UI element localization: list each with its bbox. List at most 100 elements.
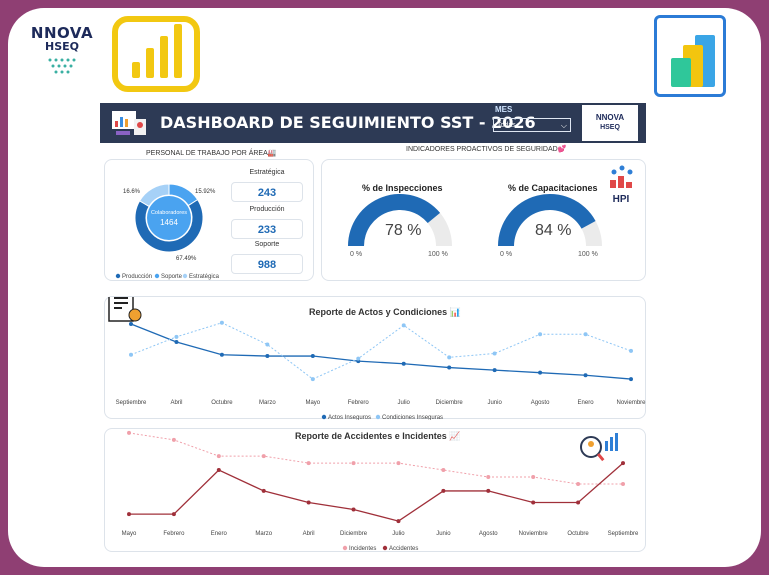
x-tick-label: Julio xyxy=(398,400,411,406)
series-point xyxy=(265,342,270,347)
donut-slices xyxy=(134,183,204,253)
series-point xyxy=(216,454,221,459)
donut-center-value: 1464 xyxy=(160,218,178,227)
series-point xyxy=(351,507,356,512)
x-tick-label: Febrero xyxy=(163,531,185,537)
donut-center xyxy=(147,196,191,240)
series-line-0 xyxy=(130,323,632,380)
series-point xyxy=(127,430,131,435)
series-line-1 xyxy=(130,322,632,380)
series-point xyxy=(492,368,497,373)
nnova-hseq-logo: NNOVA HSEQ xyxy=(24,24,100,82)
series-point xyxy=(538,332,543,337)
series-point xyxy=(129,352,133,357)
x-tick-label: Febrero xyxy=(348,400,370,406)
actos-chart-title: Reporte de Actos y Condiciones 📊 xyxy=(309,307,461,317)
month-filter-label: MES xyxy=(495,105,513,114)
series-point xyxy=(127,512,131,517)
series-point xyxy=(396,519,401,524)
kpi-label-estrategica: Estratégica xyxy=(249,169,285,176)
legend-soporte: Soporte xyxy=(161,274,183,280)
logo-text-hseq: HSEQ xyxy=(45,40,79,53)
series-point xyxy=(629,377,633,382)
chevron-down-icon: ⌵ xyxy=(560,121,567,130)
series-point xyxy=(265,354,270,359)
legend-condiciones-inseguras: Condiciones Inseguras xyxy=(382,415,443,420)
series-point xyxy=(351,461,356,466)
analytics-person-icon xyxy=(580,433,618,462)
series-point xyxy=(486,475,491,479)
gauge-min-capacitaciones: 0 % xyxy=(500,251,513,258)
donut-label-produccion: 67.49% xyxy=(176,256,197,262)
series-point xyxy=(310,354,315,359)
pbi-bar-4 xyxy=(174,24,182,78)
document-chart-icon xyxy=(108,297,142,322)
series-point xyxy=(396,461,401,466)
series-point xyxy=(216,468,221,473)
series-point xyxy=(174,339,179,344)
series-point xyxy=(576,500,581,505)
x-tick-label: Enero xyxy=(211,531,228,537)
hpi-icon: HPI xyxy=(610,165,633,205)
personal-card: Colaboradores 1464 16.6% 15.92% 67.49% P… xyxy=(104,159,314,281)
donut-center-label: Colaboradores xyxy=(151,210,187,216)
indicators-card: HPI % de Inspecciones 78 % 0 % 100 % % d… xyxy=(321,159,646,281)
x-tick-label: Marzo xyxy=(259,400,276,406)
x-tick-label: Enero xyxy=(578,400,595,406)
series-point xyxy=(583,373,588,378)
header-logo-hseq: HSEQ xyxy=(600,124,620,131)
series-point xyxy=(261,488,266,493)
series-point xyxy=(174,334,179,339)
series-point xyxy=(621,481,625,486)
gauge-max-inspecciones: 100 % xyxy=(428,251,448,258)
month-filter-dropdown[interactable]: Todas ⌵ xyxy=(493,118,571,132)
x-tick-label: Noviembre xyxy=(616,400,646,406)
donut-slice-produccion xyxy=(134,198,204,253)
pbi-bar-2 xyxy=(146,48,154,78)
series-point xyxy=(629,348,633,353)
x-tick-label: Agosto xyxy=(479,531,498,537)
series-point xyxy=(310,377,315,382)
gauges: HPI xyxy=(348,165,633,246)
actos-legend: Actos Inseguros Condiciones Inseguras xyxy=(321,414,443,420)
indicators-section-title: INDICADORES PROACTIVOS DE SEGURIDAD💕 xyxy=(406,146,567,153)
x-tick-label: Abril xyxy=(303,531,315,537)
series-point xyxy=(447,355,452,360)
power-bi-bars-icon xyxy=(671,35,715,87)
legend-dot-actos xyxy=(321,414,327,420)
series-point xyxy=(306,500,311,505)
series-point xyxy=(486,488,491,493)
legend-estrategica: Estratégica xyxy=(189,274,220,280)
donut-slice-estrategica xyxy=(138,183,170,208)
legend-dot-incidentes xyxy=(342,545,348,551)
header-logo: NNOVA HSEQ xyxy=(582,105,638,141)
x-tick-label: Noviembre xyxy=(519,531,549,537)
kpi-value-soporte: 988 xyxy=(231,254,303,274)
legend-dot-accidentes xyxy=(382,545,388,551)
x-tick-label: Mayo xyxy=(305,400,320,406)
dashboard-header: DASHBOARD DE SEGUIMIENTO SST - 2026 MES … xyxy=(100,103,646,143)
accidentes-legend: Incidentes Accidentes xyxy=(342,545,418,552)
series-point xyxy=(129,322,133,327)
series-point xyxy=(356,356,361,361)
x-tick-label: Junio xyxy=(436,531,451,537)
dashboard-frame: NNOVA HSEQ xyxy=(8,8,761,567)
series-point xyxy=(531,500,536,505)
actos-line-chart: Septiembre Abril Octubre Marzo Mayo Febrero Ju… xyxy=(108,297,646,420)
x-tick-label: Agosto xyxy=(531,400,550,406)
series-point xyxy=(441,468,446,473)
month-filter-value: Todas xyxy=(497,122,516,129)
x-tick-label: Septiembre xyxy=(608,531,639,537)
series-point xyxy=(576,481,581,486)
gauge-inspecciones xyxy=(348,194,452,246)
x-tick-label: Septiembre xyxy=(116,400,147,406)
power-bi-color-logo xyxy=(654,15,726,97)
x-tick-label: Mayo xyxy=(122,531,137,537)
power-bi-logo xyxy=(112,16,200,92)
series-point xyxy=(219,352,224,357)
accidentes-line-chart: Mayo Febrero Enero Marzo Abril Diciembre Julio… xyxy=(122,430,639,552)
gauge-capacitaciones xyxy=(498,194,602,246)
series-point xyxy=(306,461,311,466)
hpi-label: HPI xyxy=(613,194,630,205)
gauge-title-capacitaciones: % de Capacitaciones xyxy=(508,183,598,193)
